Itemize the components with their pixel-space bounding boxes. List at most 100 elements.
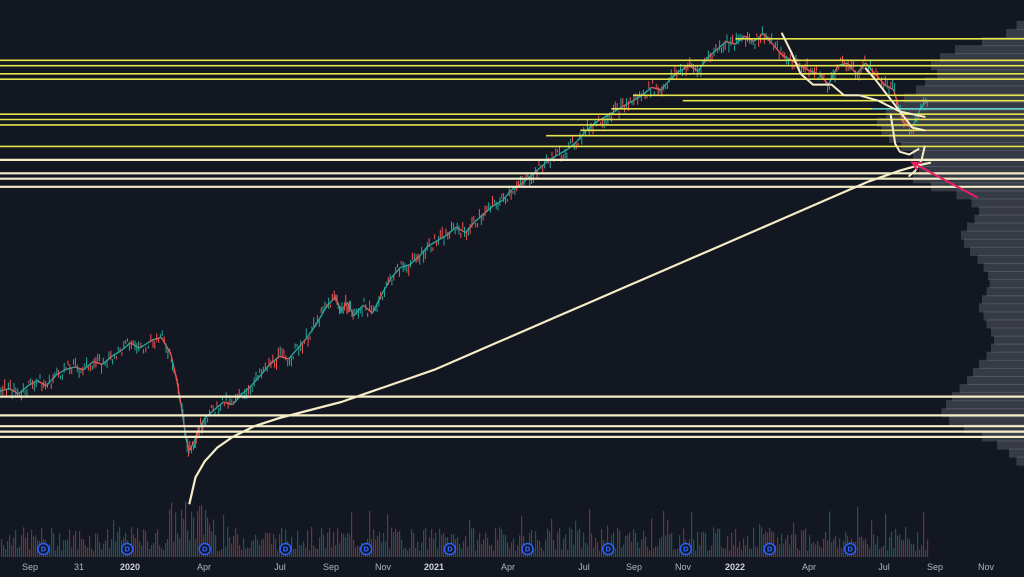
volume-bar <box>191 511 193 557</box>
volume-bar <box>901 539 903 557</box>
price-segment <box>213 401 224 411</box>
volume-profile-row <box>974 214 1024 224</box>
dividend-marker[interactable] <box>601 542 615 556</box>
price-segment <box>297 336 308 349</box>
volume-bar <box>27 532 29 557</box>
volume-bar <box>147 541 149 557</box>
volume-bar <box>657 546 659 557</box>
volume-bar <box>745 545 747 557</box>
volume-bar <box>683 528 685 557</box>
volume-bar <box>705 533 707 557</box>
volume-profile-row <box>889 133 1024 143</box>
price-segment <box>641 86 653 96</box>
volume-bar <box>73 535 75 557</box>
freehand-curve <box>889 113 920 156</box>
volume-profile-row <box>979 359 1024 369</box>
volume-bar <box>567 549 569 557</box>
volume-bar <box>621 547 623 557</box>
volume-profile-row <box>1016 20 1024 30</box>
dividend-marker[interactable] <box>198 542 212 556</box>
time-axis-label: 2021 <box>424 562 444 572</box>
volume-bar <box>479 532 481 557</box>
volume-bar <box>831 542 833 557</box>
horizontal-levels[interactable] <box>0 37 1024 438</box>
volume-bar <box>185 501 187 557</box>
volume-bar <box>575 520 577 557</box>
volume-bar <box>423 530 425 557</box>
volume-bar <box>531 529 533 557</box>
dividend-marker[interactable] <box>279 542 292 556</box>
volume-profile-row <box>1009 448 1024 458</box>
volume-bar <box>269 532 271 557</box>
volume-bar <box>557 532 559 557</box>
volume-bar <box>321 528 323 557</box>
volume-bar <box>229 537 231 557</box>
dividend-marker[interactable] <box>679 542 693 556</box>
volume-bar <box>893 548 895 557</box>
volume-bar <box>623 544 625 557</box>
volume-profile-row <box>959 384 1024 394</box>
time-axis[interactable]: Sep 31 2020 Apr Jul Sep Nov 2021 Apr Jul Sep Nov 202… <box>22 562 995 572</box>
volume-bar <box>313 545 315 557</box>
volume-profile-row <box>983 311 1024 321</box>
volume-bar <box>743 538 745 557</box>
volume-bar <box>675 549 677 557</box>
volume-bar <box>51 527 53 557</box>
dividend-marker[interactable] <box>443 542 457 556</box>
volume-bar <box>815 544 817 557</box>
volume-bar <box>207 517 209 557</box>
freehand-curve <box>864 67 926 132</box>
volume-bar <box>25 537 27 557</box>
volume-bar <box>459 544 461 557</box>
volume-bar <box>251 541 253 557</box>
volume-bar <box>783 543 785 557</box>
volume-bar <box>89 536 91 557</box>
volume-bar <box>915 550 917 557</box>
volume-bar <box>535 531 537 557</box>
volume-bar <box>467 546 469 557</box>
volume-bar <box>669 534 671 557</box>
volume-bar <box>93 550 95 557</box>
dividend-marker[interactable] <box>37 542 50 556</box>
volume-bar <box>501 529 503 557</box>
volume-bar <box>635 532 637 557</box>
price-segment <box>418 245 429 258</box>
volume-profile-row <box>964 238 1024 248</box>
volume-bar <box>505 534 507 557</box>
volume-bar <box>145 531 147 557</box>
dividend-marker-label: D <box>202 546 208 554</box>
volume-bar <box>259 544 261 557</box>
dividend-marker[interactable] <box>843 542 857 556</box>
volume-bar <box>193 517 195 557</box>
volume-profile-row <box>877 117 1024 127</box>
volume-bar <box>869 548 871 557</box>
volume-bar <box>763 534 765 557</box>
volume-bar <box>279 534 281 557</box>
dividend-marker-label: D <box>767 546 773 554</box>
volume-bar <box>731 532 733 557</box>
volume-bar <box>395 528 397 557</box>
volume-bar <box>119 527 121 557</box>
dividend-marker[interactable] <box>763 542 776 556</box>
volume-bar <box>57 545 59 557</box>
dividend-marker[interactable] <box>521 542 534 556</box>
volume-bar <box>789 544 791 557</box>
volume-bar <box>711 545 713 557</box>
volume-bar <box>343 534 345 557</box>
dividend-marker[interactable] <box>120 542 134 556</box>
volume-bar <box>165 542 167 557</box>
volume-bar <box>261 539 263 557</box>
dividend-marker[interactable] <box>359 542 373 556</box>
volume-profile-row <box>925 77 1024 87</box>
price-segment <box>446 226 457 236</box>
volume-profile-row <box>1016 456 1024 466</box>
volume-bar <box>735 529 737 557</box>
price-segment <box>390 267 401 279</box>
volume-bar <box>641 539 643 557</box>
volume-profile-row <box>994 335 1024 345</box>
volume-bar <box>859 536 861 557</box>
volume-profile-row <box>986 287 1024 297</box>
